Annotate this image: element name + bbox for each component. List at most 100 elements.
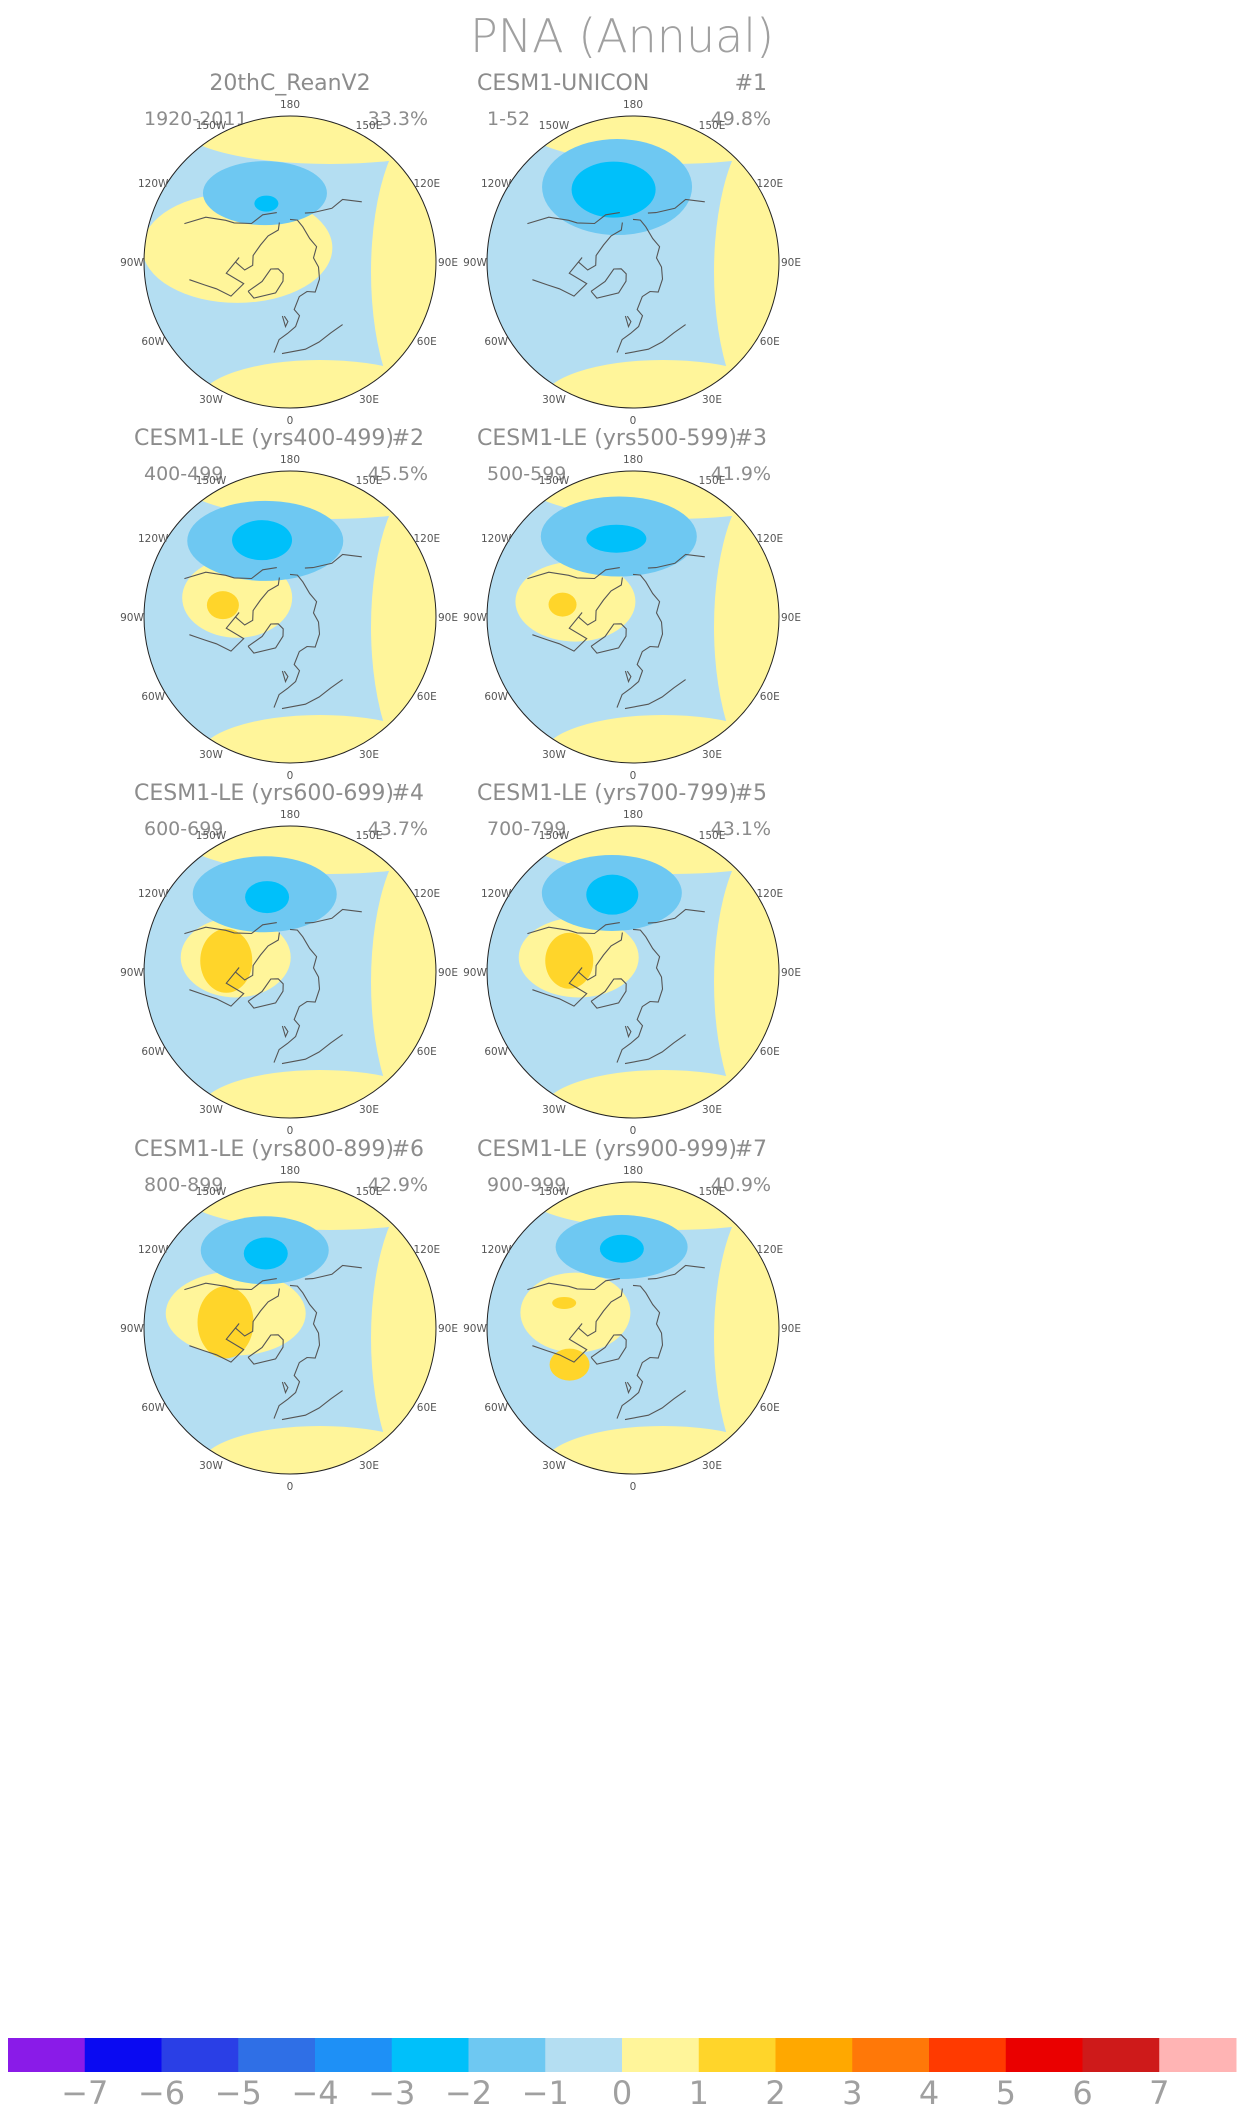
longitude-label: 30W xyxy=(542,394,566,406)
longitude-label: 30E xyxy=(359,749,379,761)
coastlines xyxy=(527,908,705,1065)
longitude-label: 150E xyxy=(356,475,383,487)
panel-years: 400-499 xyxy=(144,463,223,485)
panel-years: 500-599 xyxy=(487,463,566,485)
longitude-label: 30W xyxy=(199,1104,223,1116)
panel-member: #6 xyxy=(392,1137,424,1162)
colorbar-swatch xyxy=(545,2038,623,2072)
panel-years: 700-799 xyxy=(487,818,566,840)
longitude-label: 90W xyxy=(463,1323,487,1335)
colorbar-label: −3 xyxy=(368,2074,415,2112)
map-panel: CESM1-LE (yrs400-499)#2 400-499 45.5% 180 15… xyxy=(120,426,458,782)
longitude-label: 0 xyxy=(287,1481,294,1493)
panel-member: #3 xyxy=(735,426,767,451)
longitude-label: 30W xyxy=(542,1104,566,1116)
colorbar-label: 6 xyxy=(1072,2074,1092,2112)
high-core xyxy=(197,1286,254,1359)
panel-variance: 40.9% xyxy=(711,1174,771,1196)
longitude-label: 180 xyxy=(623,1165,643,1177)
colorbar-swatch xyxy=(8,2038,86,2072)
longitude-label: 150W xyxy=(196,830,227,842)
colorbar-swatch xyxy=(1005,2038,1083,2072)
low-core xyxy=(586,524,647,553)
longitude-label: 30E xyxy=(702,1460,722,1472)
positive-south-band xyxy=(200,1426,436,1474)
longitude-label: 150W xyxy=(539,120,570,132)
colorbar-label: −5 xyxy=(215,2074,262,2112)
longitude-label: 30E xyxy=(702,394,722,406)
longitude-label: 150E xyxy=(699,475,726,487)
low-region xyxy=(202,161,327,226)
positive-east-band xyxy=(371,122,436,408)
longitude-label: 60E xyxy=(417,336,437,348)
longitude-label: 30W xyxy=(199,1460,223,1472)
longitude-label: 90E xyxy=(438,257,458,269)
longitude-label: 180 xyxy=(280,454,300,466)
panel-title: CESM1-LE (yrs900-999) xyxy=(477,1137,737,1162)
colorbar-label: −1 xyxy=(522,2074,569,2112)
panel-years: 1920-2011 xyxy=(144,108,248,130)
longitude-label: 120W xyxy=(481,533,512,545)
longitude-label: 180 xyxy=(623,809,643,821)
panel-title: CESM1-LE (yrs600-699) xyxy=(134,781,394,806)
map-panel: CESM1-LE (yrs700-799)#5 700-799 43.1% 180 15… xyxy=(463,781,801,1137)
coastlines xyxy=(184,908,362,1065)
colorbar-label: −6 xyxy=(138,2074,185,2112)
longitude-label: 0 xyxy=(287,1125,294,1137)
longitude-label: 120W xyxy=(481,888,512,900)
colorbar-swatch xyxy=(1159,2038,1237,2072)
low-core xyxy=(599,1234,644,1263)
low-core xyxy=(586,874,639,915)
colorbar-swatch xyxy=(315,2038,393,2072)
longitude-label: 0 xyxy=(630,415,637,427)
longitude-label: 180 xyxy=(623,99,643,111)
longitude-label: 60E xyxy=(760,336,780,348)
panel-member: #2 xyxy=(392,426,424,451)
coastlines xyxy=(527,553,705,710)
colorbar-label: 5 xyxy=(996,2074,1016,2112)
longitude-label: 0 xyxy=(287,770,294,782)
colorbar-label: 1 xyxy=(689,2074,709,2112)
panel-member: #7 xyxy=(735,1137,767,1162)
panel-title: CESM1-LE (yrs500-599) xyxy=(477,426,737,451)
panel-title: CESM1-LE (yrs700-799) xyxy=(477,781,737,806)
colorbar-swatch xyxy=(1082,2038,1160,2072)
longitude-label: 60E xyxy=(417,1402,437,1414)
map-panel: CESM1-LE (yrs600-699)#4 600-699 43.7% 180 15… xyxy=(120,781,458,1137)
panel-title: CESM1-UNICON xyxy=(477,71,649,96)
map-panel: CESM1-LE (yrs900-999)#7 900-999 40.9% 180 15… xyxy=(463,1137,801,1493)
longitude-label: 120E xyxy=(413,888,440,900)
longitude-label: 90W xyxy=(463,967,487,979)
longitude-label: 150E xyxy=(356,120,383,132)
longitude-label: 90E xyxy=(438,967,458,979)
longitude-label: 30W xyxy=(199,394,223,406)
panel-title: CESM1-LE (yrs800-899) xyxy=(134,1137,394,1162)
longitude-label: 90E xyxy=(781,612,801,624)
longitude-label: 60W xyxy=(141,1402,165,1414)
longitude-label: 150W xyxy=(539,475,570,487)
map-field xyxy=(487,1182,779,1474)
colorbar-swatch xyxy=(622,2038,700,2072)
colorbar-swatch xyxy=(698,2038,776,2072)
longitude-label: 60E xyxy=(760,691,780,703)
longitude-label: 0 xyxy=(287,415,294,427)
coastlines xyxy=(184,198,362,355)
longitude-label: 150W xyxy=(196,475,227,487)
longitude-label: 60W xyxy=(484,1402,508,1414)
low-core xyxy=(243,1237,288,1270)
coastlines xyxy=(184,553,362,710)
panel-variance: 43.7% xyxy=(368,818,428,840)
longitude-label: 90W xyxy=(120,612,144,624)
longitude-label: 150E xyxy=(699,120,726,132)
colorbar-swatch xyxy=(238,2038,316,2072)
map-field xyxy=(144,471,436,763)
longitude-label: 120W xyxy=(138,533,169,545)
colorbar-label: 4 xyxy=(919,2074,939,2112)
coastlines xyxy=(527,1264,705,1421)
map-field xyxy=(144,1182,436,1474)
longitude-label: 90E xyxy=(781,257,801,269)
map-panel: CESM1-LE (yrs800-899)#6 800-899 42.9% 180 15… xyxy=(120,1137,458,1493)
longitude-label: 120E xyxy=(413,178,440,190)
longitude-label: 150E xyxy=(356,1186,383,1198)
longitude-label: 150E xyxy=(699,1186,726,1198)
